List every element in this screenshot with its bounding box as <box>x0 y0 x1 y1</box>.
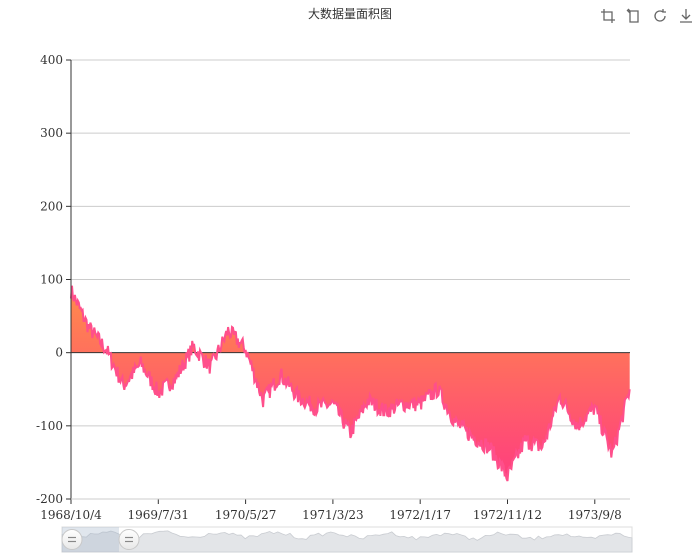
x-tick-label: 1969/7/31 <box>128 508 190 522</box>
data-zoom-shadow <box>61 530 633 553</box>
refresh-icon <box>654 9 666 22</box>
y-tick-label: 300 <box>40 126 63 140</box>
download-icon <box>680 9 692 23</box>
handle-knob[interactable] <box>61 529 83 550</box>
zoom-reset-button[interactable] <box>624 6 644 26</box>
area-fill <box>71 285 630 481</box>
x-tick-label: 1972/11/12 <box>473 508 542 522</box>
series-line <box>70 285 631 482</box>
x-tick-label: 1971/3/23 <box>302 508 364 522</box>
y-tick-label: 400 <box>40 53 63 67</box>
x-tick-label: 1972/1/17 <box>389 508 451 522</box>
y-axis-tick-labels: 400 300 200 100 0 -100 -200 <box>36 53 63 506</box>
chart-toolbox <box>598 6 696 26</box>
y-tick-label: -100 <box>36 419 63 433</box>
zoom-back-icon <box>626 8 639 23</box>
data-zoom-handle-left[interactable] <box>61 529 83 550</box>
data-zoom-handle-right[interactable] <box>118 529 140 550</box>
y-tick-label: -200 <box>36 492 63 506</box>
y-tick-label: 200 <box>40 199 63 213</box>
x-tick-label: 1968/10/4 <box>40 508 102 522</box>
x-axis-tick-labels: 1968/10/4 1969/7/31 1970/5/27 1971/3/23 1972… <box>40 508 622 522</box>
chart-title: 大数据量面积图 <box>307 7 392 21</box>
zoom-select-icon <box>601 9 615 23</box>
x-tick-label: 1973/9/8 <box>568 508 622 522</box>
handle-knob[interactable] <box>118 529 140 550</box>
y-tick-label: 100 <box>40 273 63 287</box>
save-image-button[interactable] <box>676 6 696 26</box>
y-tick-label: 0 <box>55 346 63 360</box>
restore-button[interactable] <box>650 6 670 26</box>
zoom-select-button[interactable] <box>598 6 618 26</box>
data-zoom-slider[interactable] <box>61 526 633 553</box>
x-tick-label: 1970/5/27 <box>215 508 277 522</box>
